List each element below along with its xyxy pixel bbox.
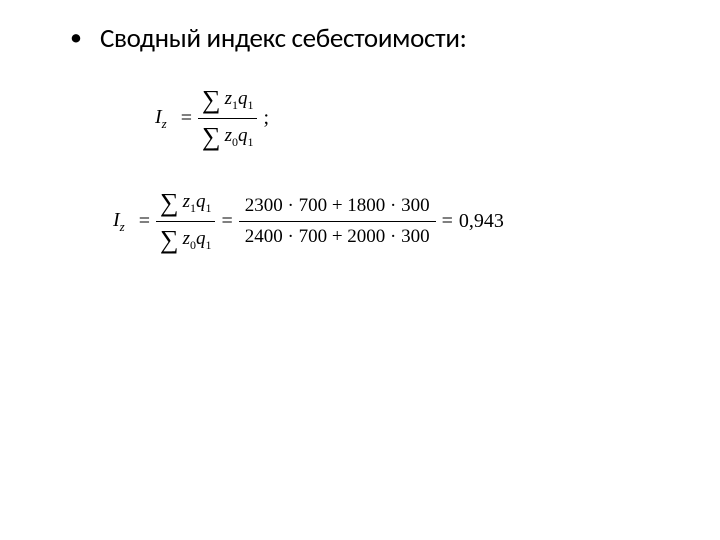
sigma-icon: ∑ [160,225,179,255]
bullet-line: • Сводный индекс себестоимости: [70,22,680,55]
term-z1: z1 [225,88,238,113]
formula-block: Iz = ∑ z1 q1 ∑ z0 q1 ; Iz [155,83,680,257]
numerator: ∑ z1 q1 [156,186,215,220]
semicolon: ; [263,107,269,130]
lhs-variable-2: Iz [113,209,125,235]
bullet-marker: • [70,22,82,53]
term-z1: z1 [183,191,196,216]
term-z0: z0 [225,125,238,150]
equals-sign: = [181,107,192,130]
fraction-2a: ∑ z1 q1 ∑ z0 q1 [156,186,215,257]
sigma-icon: ∑ [160,188,179,218]
var-i: I [155,106,162,128]
numeric-numerator: 2300 · 700 + 1800 · 300 [239,192,436,220]
z-var: z [183,228,190,249]
q-sub: 1 [247,97,253,111]
term-q1d: q1 [238,125,254,150]
term-z0: z0 [183,228,196,253]
z-var: z [183,191,190,212]
fraction-line [198,118,257,119]
fraction-line [239,221,436,222]
fraction-1: ∑ z1 q1 ∑ z0 q1 [198,83,257,154]
sigma-icon: ∑ [202,122,221,152]
q-sub: 1 [205,237,211,251]
term-q1d: q1 [196,228,212,253]
lhs-variable: Iz [155,106,167,132]
term-q1: q1 [238,88,254,113]
var-i-sub: z [162,116,167,131]
result-value: 0,943 [459,210,504,233]
equals-sign: = [139,210,150,233]
heading-text: Сводный индекс себестоимости: [100,22,467,55]
equals-sign: = [221,210,232,233]
q-sub: 1 [247,134,253,148]
equals-sign: = [442,210,453,233]
denominator: ∑ z0 q1 [156,223,215,257]
term-q1: q1 [196,191,212,216]
denominator: ∑ z0 q1 [198,120,257,154]
q-sub: 1 [205,200,211,214]
fraction-2b: 2300 · 700 + 1800 · 300 2400 · 700 + 200… [239,192,436,251]
formula-computation: Iz = ∑ z1 q1 ∑ z0 q1 = 2300 · 700 + 1800… [113,186,680,257]
numeric-denominator: 2400 · 700 + 2000 · 300 [239,223,436,251]
slide-content: • Сводный индекс себестоимости: Iz = ∑ z… [0,0,720,279]
formula-definition: Iz = ∑ z1 q1 ∑ z0 q1 ; [155,83,680,154]
z-var: z [225,125,232,146]
z-var: z [225,88,232,109]
numerator: ∑ z1 q1 [198,83,257,117]
var-i: I [113,209,120,231]
sigma-icon: ∑ [202,85,221,115]
fraction-line [156,221,215,222]
var-i-sub: z [120,219,125,234]
